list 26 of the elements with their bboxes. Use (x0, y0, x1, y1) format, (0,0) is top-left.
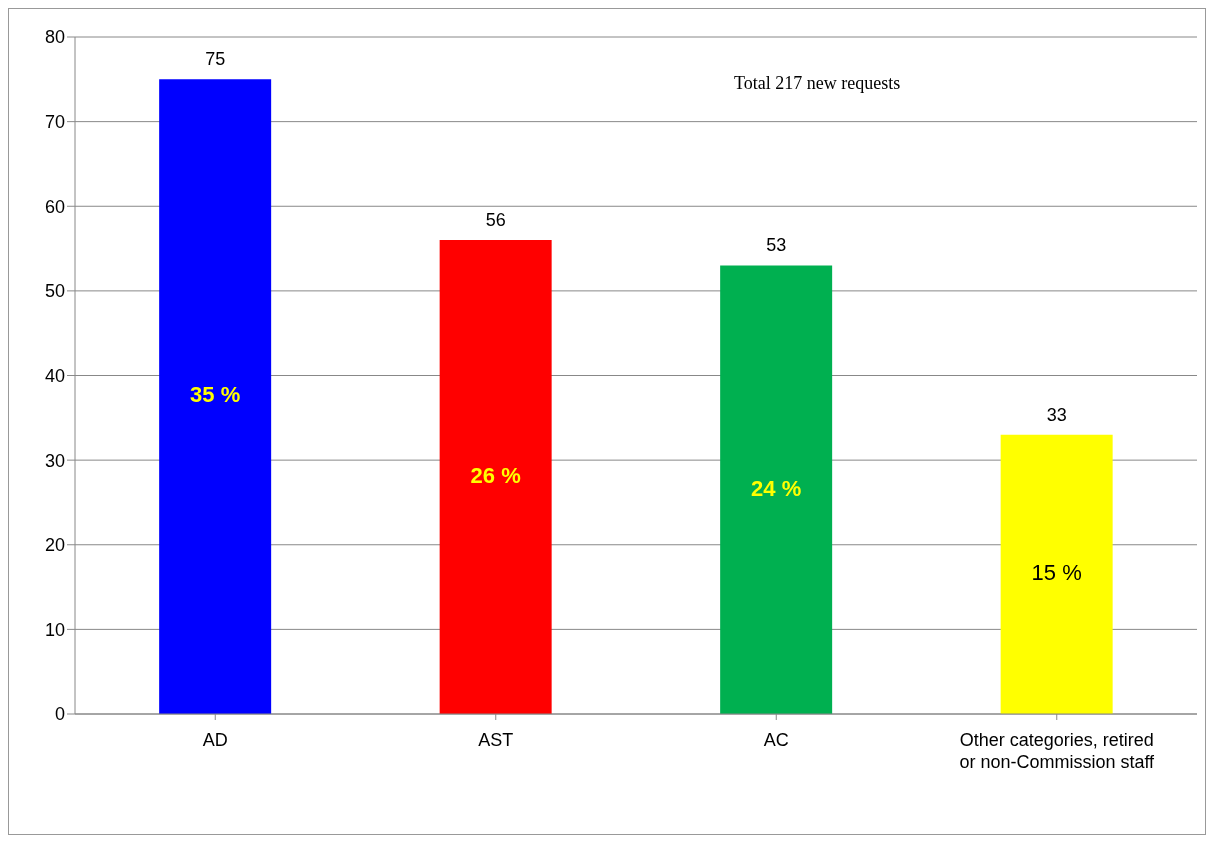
data-label: 75 (205, 49, 226, 70)
y-tick-label: 40 (44, 365, 65, 386)
x-tick-label: AD (202, 730, 228, 750)
bar (159, 79, 272, 714)
annotation: 15 % (1031, 560, 1082, 586)
annotation: 26 % (470, 462, 521, 488)
y-tick-label: 70 (44, 112, 65, 133)
annotation: Total 217 new requests (734, 73, 901, 94)
bar (720, 265, 833, 714)
data-label: 56 (485, 210, 506, 231)
y-tick-label: 50 (44, 281, 65, 302)
bar (439, 240, 552, 714)
y-tick-label: 0 (54, 704, 65, 725)
y-tick-label: 10 (44, 619, 65, 640)
data-label: 33 (1046, 404, 1067, 425)
y-tick-label: 80 (44, 27, 65, 48)
y-tick-label: 20 (44, 535, 65, 556)
y-tick-label: 60 (44, 196, 65, 217)
x-tick-label: AST (478, 730, 514, 750)
y-tick-label: 30 (44, 450, 65, 471)
annotation: 35 % (190, 382, 241, 408)
data-label: 53 (766, 235, 787, 256)
x-tick-label: Other categories, retired or non-Commission staff (959, 730, 1156, 772)
annotation: 24 % (751, 475, 802, 501)
x-tick-label: AC (763, 730, 789, 750)
bar (1000, 434, 1113, 714)
